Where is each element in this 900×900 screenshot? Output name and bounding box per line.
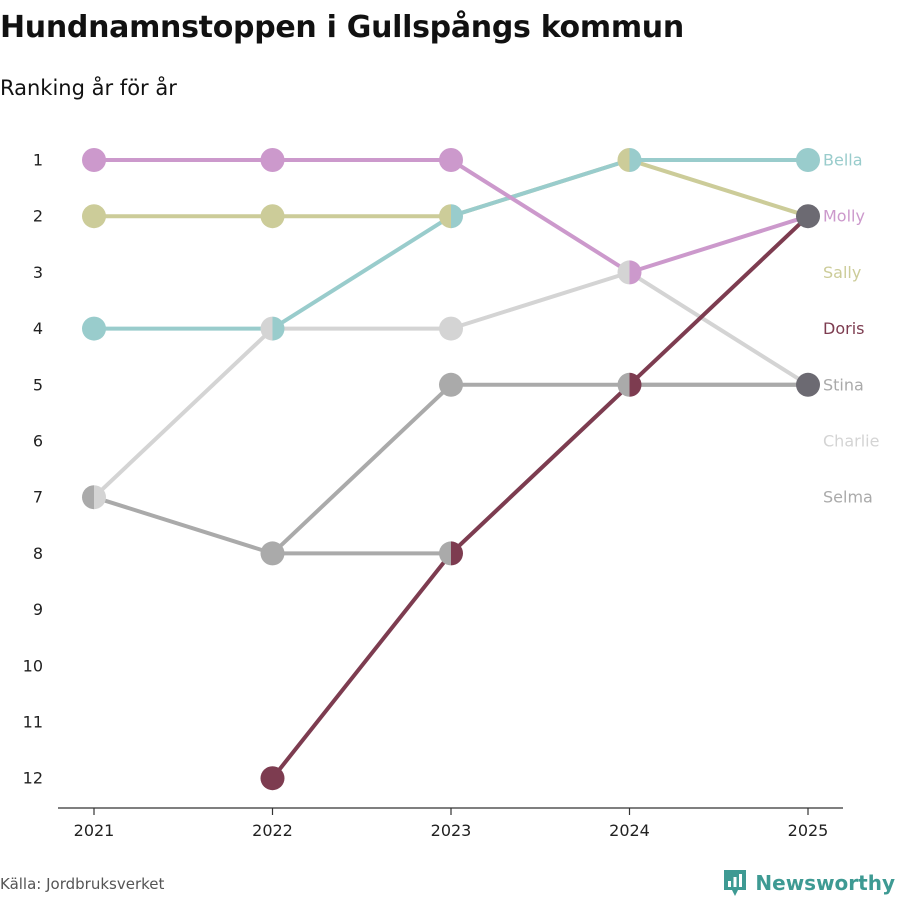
y-tick-label: 2 xyxy=(33,207,43,226)
y-tick-label: 9 xyxy=(33,600,43,619)
data-point xyxy=(617,372,630,397)
data-point xyxy=(796,148,820,172)
data-point xyxy=(260,204,285,229)
data-point xyxy=(451,541,464,566)
end-label-selma: Selma xyxy=(823,488,873,507)
y-tick-label: 4 xyxy=(33,319,43,338)
y-tick-label: 6 xyxy=(33,432,43,451)
series-line-bella xyxy=(92,158,810,331)
data-point xyxy=(260,766,285,791)
series-markers xyxy=(82,148,820,791)
y-tick-label: 10 xyxy=(23,656,43,675)
data-point xyxy=(260,541,285,566)
data-point xyxy=(796,204,820,229)
data-point xyxy=(260,148,285,172)
brand-logo[interactable]: Newsworthy xyxy=(722,868,895,898)
series-lines xyxy=(92,158,810,781)
x-axis: 2021 2022 2023 2024 2025 xyxy=(58,807,843,840)
data-point xyxy=(94,485,107,510)
end-labels: Bella Molly Sally Doris Stina Charlie Selma xyxy=(823,151,879,507)
data-point xyxy=(82,204,106,229)
data-point xyxy=(796,372,820,397)
source-note: Källa: Jordbruksverket xyxy=(0,875,165,893)
data-point xyxy=(439,372,463,397)
y-tick-label: 11 xyxy=(23,713,43,732)
end-label-molly: Molly xyxy=(823,207,865,226)
y-tick-label: 3 xyxy=(33,263,43,282)
data-point xyxy=(617,260,630,285)
chart-subtitle: Ranking år för år xyxy=(0,76,177,100)
x-tick-label: 2024 xyxy=(609,821,650,840)
x-tick-label: 2021 xyxy=(74,821,115,840)
data-point xyxy=(439,541,451,566)
data-point xyxy=(629,372,642,397)
data-point xyxy=(82,485,94,510)
end-label-bella: Bella xyxy=(823,151,863,170)
end-label-charlie: Charlie xyxy=(823,432,879,451)
data-point xyxy=(439,204,451,229)
data-point xyxy=(617,148,630,172)
x-tick-label: 2022 xyxy=(252,821,293,840)
data-point xyxy=(82,148,106,172)
brand-name: Newsworthy xyxy=(755,871,895,895)
data-point xyxy=(451,204,464,229)
y-tick-label: 1 xyxy=(33,151,43,170)
y-tick-label: 8 xyxy=(33,544,43,563)
data-point xyxy=(82,316,106,341)
data-point xyxy=(272,316,285,341)
data-point xyxy=(629,260,642,285)
data-point xyxy=(260,316,273,341)
data-point xyxy=(439,316,463,341)
end-label-doris: Doris xyxy=(823,319,864,338)
y-tick-label: 5 xyxy=(33,375,43,394)
data-point xyxy=(629,148,642,172)
end-label-stina: Stina xyxy=(823,375,864,394)
series-line-doris xyxy=(270,214,810,781)
x-tick-label: 2023 xyxy=(431,821,472,840)
newsworthy-logo-icon xyxy=(724,870,747,896)
chart-title: Hundnamnstoppen i Gullspångs kommun xyxy=(0,10,684,45)
x-tick-label: 2025 xyxy=(788,821,829,840)
y-tick-label: 12 xyxy=(23,769,43,788)
series-line-selma xyxy=(92,382,810,556)
y-tick-label: 7 xyxy=(33,488,43,507)
data-point xyxy=(439,148,463,172)
end-label-sally: Sally xyxy=(823,263,861,282)
